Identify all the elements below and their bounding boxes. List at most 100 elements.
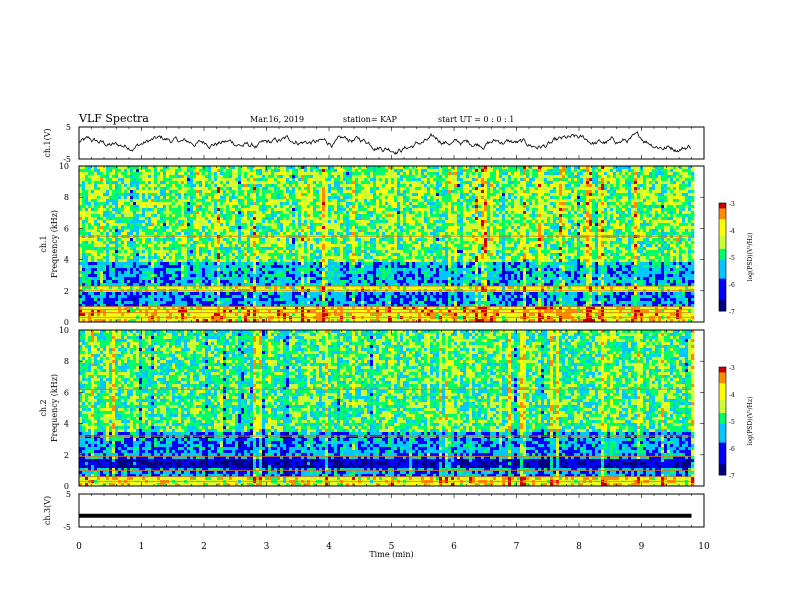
spec-cell bbox=[226, 169, 230, 173]
spec-cell bbox=[661, 196, 665, 200]
spec-cell bbox=[553, 205, 557, 209]
spec-cell bbox=[595, 172, 599, 176]
spec-cell bbox=[541, 193, 545, 197]
spec-cell bbox=[229, 193, 233, 197]
spec-cell bbox=[193, 169, 197, 173]
spec-cell bbox=[211, 229, 215, 233]
spec-cell bbox=[454, 199, 458, 203]
spec-cell bbox=[415, 199, 419, 203]
spec-cell bbox=[151, 169, 155, 173]
spec-cell bbox=[151, 199, 155, 203]
spec-cell bbox=[130, 229, 134, 233]
spec-cell bbox=[397, 205, 401, 209]
spec-cell bbox=[247, 181, 251, 185]
spec-cell bbox=[679, 178, 683, 182]
spec-cell bbox=[256, 190, 260, 194]
spec-cell bbox=[286, 202, 290, 206]
spec-cell bbox=[508, 232, 512, 236]
spec-cell bbox=[445, 193, 449, 197]
spec-cell bbox=[604, 211, 608, 215]
spec-cell bbox=[379, 190, 383, 194]
spec-cell bbox=[226, 187, 230, 191]
spec-cell bbox=[412, 184, 416, 188]
spec-cell bbox=[256, 175, 260, 179]
spec-cell bbox=[493, 193, 497, 197]
spec-cell bbox=[352, 217, 356, 221]
spec-cell bbox=[331, 202, 335, 206]
spec-cell bbox=[445, 226, 449, 230]
spec-cell bbox=[586, 178, 590, 182]
spec-cell bbox=[166, 211, 170, 215]
spec-cell bbox=[520, 214, 524, 218]
spec-cell bbox=[133, 166, 137, 170]
spec-cell bbox=[85, 187, 89, 191]
spec-cell bbox=[325, 196, 329, 200]
spec-cell bbox=[268, 190, 272, 194]
spec-cell bbox=[529, 211, 533, 215]
spec-cell bbox=[559, 202, 563, 206]
spec-cell bbox=[163, 193, 167, 197]
spec-cell bbox=[160, 211, 164, 215]
spec-cell bbox=[121, 229, 125, 233]
spec-cell bbox=[538, 172, 542, 176]
spec-cell bbox=[232, 193, 236, 197]
spec-cell bbox=[640, 220, 644, 224]
spec-cell bbox=[163, 178, 167, 182]
spec-cell bbox=[115, 178, 119, 182]
spec-cell bbox=[277, 193, 281, 197]
spec-cell bbox=[112, 223, 116, 227]
spec-cell bbox=[133, 187, 137, 191]
spec-cell bbox=[523, 178, 527, 182]
spec-cell bbox=[433, 187, 437, 191]
spec-cell bbox=[685, 217, 689, 221]
spec-cell bbox=[532, 199, 536, 203]
spec-cell bbox=[520, 229, 524, 233]
spec-cell bbox=[196, 190, 200, 194]
spec-cell bbox=[463, 220, 467, 224]
spec-cell bbox=[148, 211, 152, 215]
spec-cell bbox=[196, 178, 200, 182]
spec-cell bbox=[499, 220, 503, 224]
spec-cell bbox=[388, 181, 392, 185]
spec-cell bbox=[421, 178, 425, 182]
spec-cell bbox=[220, 220, 224, 224]
spec-cell bbox=[343, 178, 347, 182]
spec-cell bbox=[523, 205, 527, 209]
spec-cell bbox=[124, 211, 128, 215]
spec-cell bbox=[382, 181, 386, 185]
spec-cell bbox=[166, 208, 170, 212]
spec-cell bbox=[205, 223, 209, 227]
spec-cell bbox=[232, 172, 236, 176]
spec-cell bbox=[691, 193, 695, 197]
spec-cell bbox=[253, 208, 257, 212]
spec-cell bbox=[415, 190, 419, 194]
spec-cell bbox=[415, 232, 419, 236]
spec-cell bbox=[109, 190, 113, 194]
spec-cell bbox=[589, 217, 593, 221]
spec-cell bbox=[634, 214, 638, 218]
spec-cell bbox=[322, 184, 326, 188]
spec-cell bbox=[208, 232, 212, 236]
spec-cell bbox=[340, 175, 344, 179]
spec-cell bbox=[106, 229, 110, 233]
spec-cell bbox=[283, 196, 287, 200]
spec-cell bbox=[421, 196, 425, 200]
spec-cell bbox=[115, 205, 119, 209]
spec-cell bbox=[232, 226, 236, 230]
spec-cell bbox=[463, 196, 467, 200]
spec-cell bbox=[505, 202, 509, 206]
spec-cell bbox=[451, 190, 455, 194]
spec-cell bbox=[112, 232, 116, 236]
spec-cell bbox=[223, 193, 227, 197]
spec-cell bbox=[94, 190, 98, 194]
spec-cell bbox=[358, 181, 362, 185]
spec-cell bbox=[472, 175, 476, 179]
spec-cell bbox=[319, 181, 323, 185]
spec-cell bbox=[268, 196, 272, 200]
spec-cell bbox=[484, 220, 488, 224]
spec-cell bbox=[91, 223, 95, 227]
spec-cell bbox=[298, 217, 302, 221]
spec-cell bbox=[655, 223, 659, 227]
spec-cell bbox=[535, 175, 539, 179]
spec-cell bbox=[535, 193, 539, 197]
